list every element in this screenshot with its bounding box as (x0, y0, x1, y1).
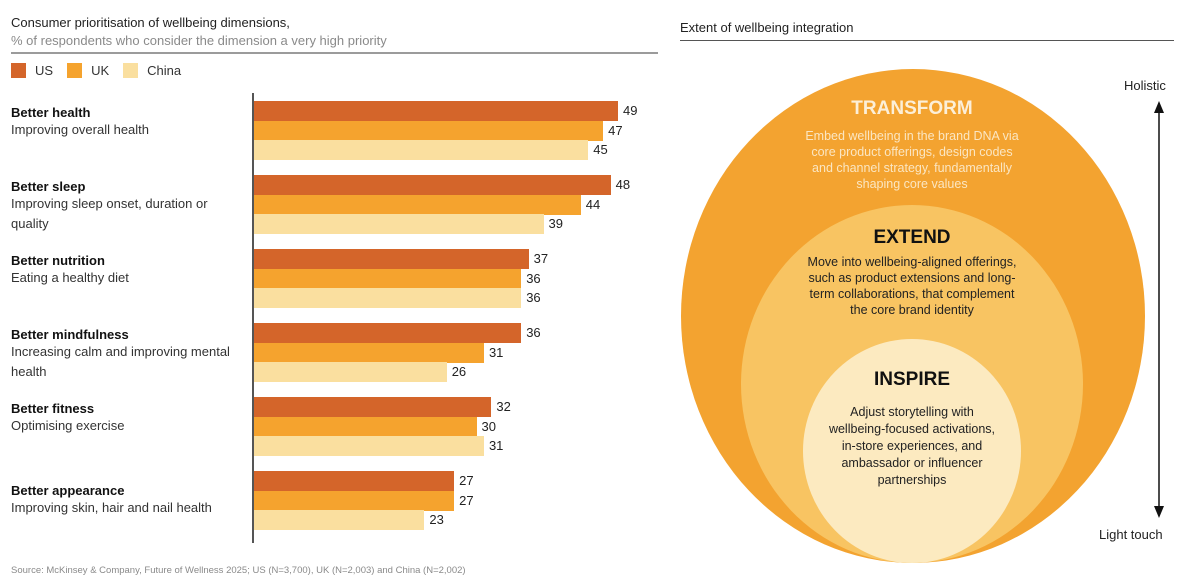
description-line: ambassador or influencer (841, 456, 983, 470)
bar-value-label: 37 (533, 251, 549, 266)
legend-swatch-us (11, 63, 26, 78)
category-title: Better health (11, 105, 91, 120)
legend-label-uk: UK (91, 63, 110, 78)
inspire-circle (803, 339, 1021, 563)
transform-title: TRANSFORM (851, 98, 973, 119)
description-line: core product offerings, design codes (811, 145, 1013, 159)
category-label: Better appearance Improving skin, hair an… (11, 483, 246, 518)
bar-uk (253, 342, 484, 363)
category-title: Better appearance (11, 483, 125, 498)
extend-description: Move into wellbeing-aligned offerings, su… (762, 254, 1062, 318)
description-line: term collaborations, that complement (809, 287, 1015, 301)
bar-value-label: 26 (451, 364, 467, 379)
category-label: Better sleep Improving sleep onset, durat… (11, 179, 246, 233)
description-line: shaping core values (856, 177, 968, 191)
legend-item-china: China (123, 63, 181, 78)
bar-china (253, 362, 447, 382)
category-description: Improving overall health (11, 122, 150, 137)
bar-value-label: 47 (608, 122, 623, 138)
category-description: Improving sleep onset, duration or quali… (11, 196, 208, 231)
bar-value-label: 39 (548, 216, 564, 231)
bar-china (253, 288, 522, 308)
bar-value-label: 30 (481, 418, 496, 434)
bar-uk (253, 194, 581, 215)
transform-description: Embed wellbeing in the brand DNA via core… (762, 128, 1062, 192)
bar-uk (253, 268, 522, 289)
category-label: Better nutrition Eating a healthy diet (11, 253, 246, 288)
category-description: Improving skin, hair and nail health (11, 500, 212, 515)
legend-swatch-china (123, 63, 139, 78)
bar-us (253, 175, 611, 195)
description-line: Embed wellbeing in the brand DNA via (805, 129, 1019, 143)
bar-china (253, 436, 484, 456)
extend-title: EXTEND (873, 227, 951, 248)
legend-label-china: China (147, 63, 182, 78)
bar-us (253, 101, 619, 121)
bar-value-label: 23 (429, 512, 444, 527)
bar-us (253, 397, 492, 417)
inspire-description: Adjust storytelling with wellbeing-focuse… (762, 404, 1062, 489)
axis-label-holistic: Holistic (1124, 78, 1166, 93)
bar-uk (253, 120, 604, 141)
bar-china (253, 214, 544, 234)
bar-value-label: 36 (526, 270, 541, 286)
category-label: Better health Improving overall health (11, 105, 246, 140)
category-description: Increasing calm and improving mental hea… (11, 344, 230, 379)
bar-value-label: 31 (488, 438, 504, 453)
legend-swatch-uk (67, 63, 83, 78)
legend-label-us: US (35, 63, 54, 78)
category-description: Eating a healthy diet (11, 270, 129, 285)
description-line: Move into wellbeing-aligned offerings, (807, 255, 1017, 269)
inspire-title: INSPIRE (873, 369, 951, 390)
bar-value-label: 27 (459, 473, 474, 488)
bar-us (253, 323, 522, 343)
source-note: Source: McKinsey & Company, Future of We… (11, 565, 466, 576)
category-label: Better mindfulness Increasing calm and im… (11, 327, 246, 381)
description-line: Adjust storytelling with (850, 405, 974, 419)
description-line: in-store experiences, and (841, 439, 983, 453)
category-title: Better nutrition (11, 253, 105, 268)
category-title: Better sleep (11, 179, 86, 194)
chart-title: Consumer prioritisation of wellbeing dim… (11, 15, 290, 30)
legend-item-us: US (11, 63, 53, 78)
bar-value-label: 48 (615, 177, 631, 192)
bar-value-label: 27 (459, 492, 474, 508)
bar-value-label: 45 (593, 142, 608, 157)
description-line: such as product extensions and long- (808, 271, 1016, 285)
bar-china (253, 510, 425, 530)
arrow-up-icon (1154, 101, 1164, 113)
bar-value-label: 31 (488, 344, 504, 360)
y-axis-line (252, 93, 254, 543)
bar-value-label: 49 (623, 103, 638, 118)
description-line: wellbeing-focused activations, (828, 422, 996, 436)
bar-uk (253, 490, 455, 511)
bar-value-label: 36 (526, 325, 541, 340)
legend-item-uk: UK (67, 63, 109, 78)
diagram-title: Extent of wellbeing integration (680, 20, 854, 35)
chart-legend: US UK China (11, 63, 195, 78)
arrow-down-icon (1154, 506, 1164, 518)
bar-value-label: 44 (585, 196, 601, 212)
bar-us (253, 249, 529, 269)
bar-value-label: 32 (496, 399, 511, 414)
category-title: Better fitness (11, 401, 95, 416)
title-divider (11, 52, 658, 54)
axis-label-light-touch: Light touch (1099, 527, 1163, 542)
bar-china (253, 140, 589, 160)
description-line: and channel strategy, fundamentally (812, 161, 1012, 175)
description-line: the core brand identity (850, 303, 974, 317)
bar-value-label: 36 (526, 290, 541, 305)
category-label: Better fitness Optimising exercise (11, 401, 246, 436)
description-line: partnerships (877, 473, 947, 487)
category-title: Better mindfulness (11, 327, 129, 342)
bar-uk (253, 416, 477, 437)
chart-subtitle: % of respondents who consider the dimens… (11, 33, 387, 48)
category-description: Optimising exercise (11, 418, 125, 433)
bar-us (253, 471, 455, 491)
diagram-title-divider (680, 40, 1174, 41)
